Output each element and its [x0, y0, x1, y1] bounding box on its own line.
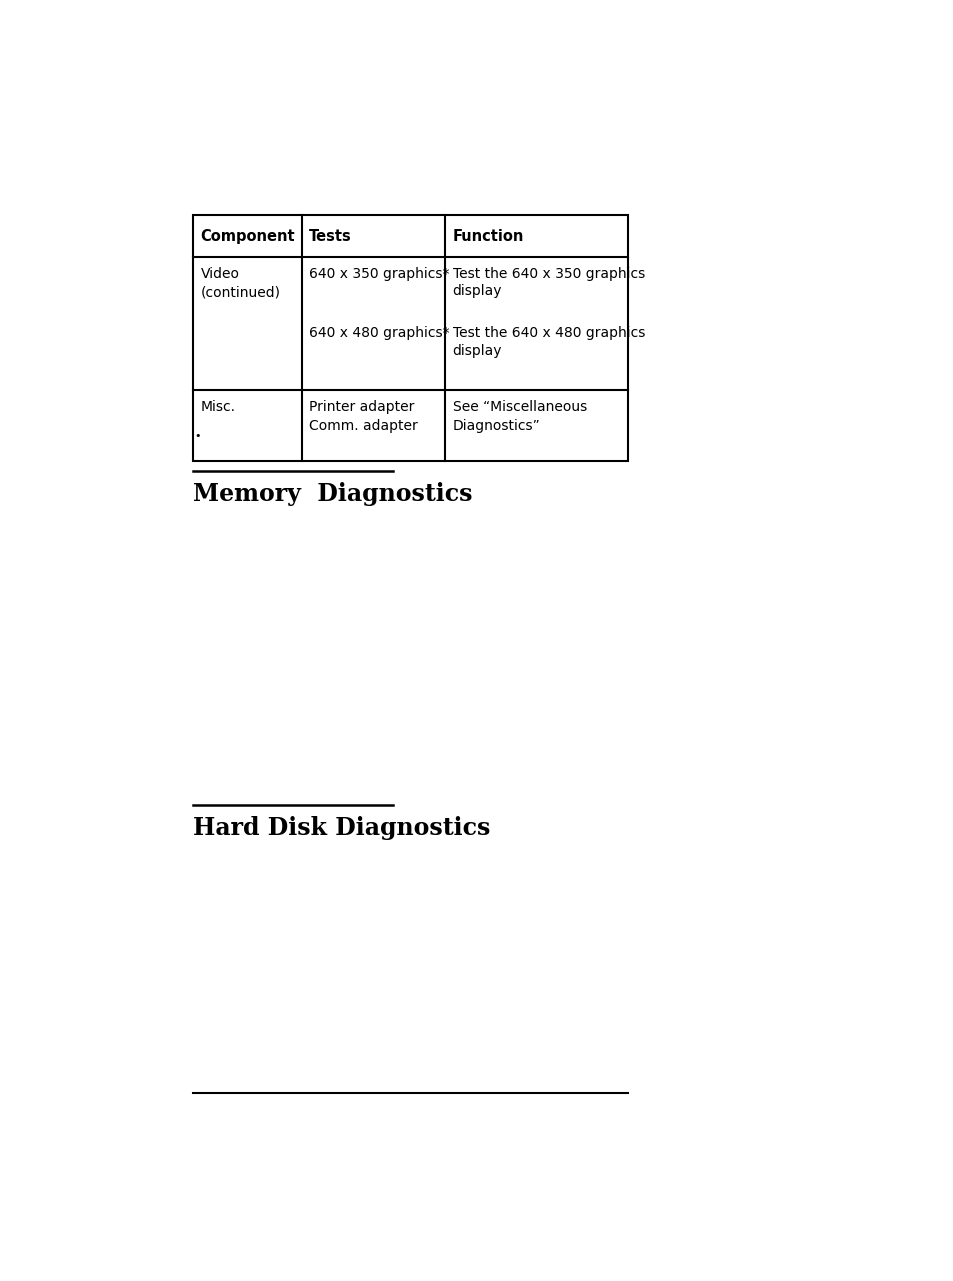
- Text: Test the 640 x 350 graphics
display: Test the 640 x 350 graphics display: [453, 268, 644, 298]
- Text: Test the 640 x 480 graphics
display: Test the 640 x 480 graphics display: [453, 327, 644, 357]
- Text: Memory  Diagnostics: Memory Diagnostics: [193, 482, 472, 506]
- Text: Printer adapter
Comm. adapter: Printer adapter Comm. adapter: [309, 401, 417, 433]
- Text: 640 x 350 graphics*: 640 x 350 graphics*: [309, 268, 449, 281]
- Text: •: •: [194, 430, 201, 441]
- Text: Hard Disk Diagnostics: Hard Disk Diagnostics: [193, 816, 490, 839]
- Text: 640 x 480 graphics*: 640 x 480 graphics*: [309, 327, 450, 341]
- Text: See “Miscellaneous
Diagnostics”: See “Miscellaneous Diagnostics”: [453, 401, 586, 433]
- Text: Video
(continued): Video (continued): [200, 268, 280, 300]
- Text: Function: Function: [453, 228, 523, 243]
- Text: Misc.: Misc.: [200, 401, 235, 414]
- Text: Tests: Tests: [309, 228, 352, 243]
- Bar: [193, 215, 627, 461]
- Text: Component: Component: [200, 228, 294, 243]
